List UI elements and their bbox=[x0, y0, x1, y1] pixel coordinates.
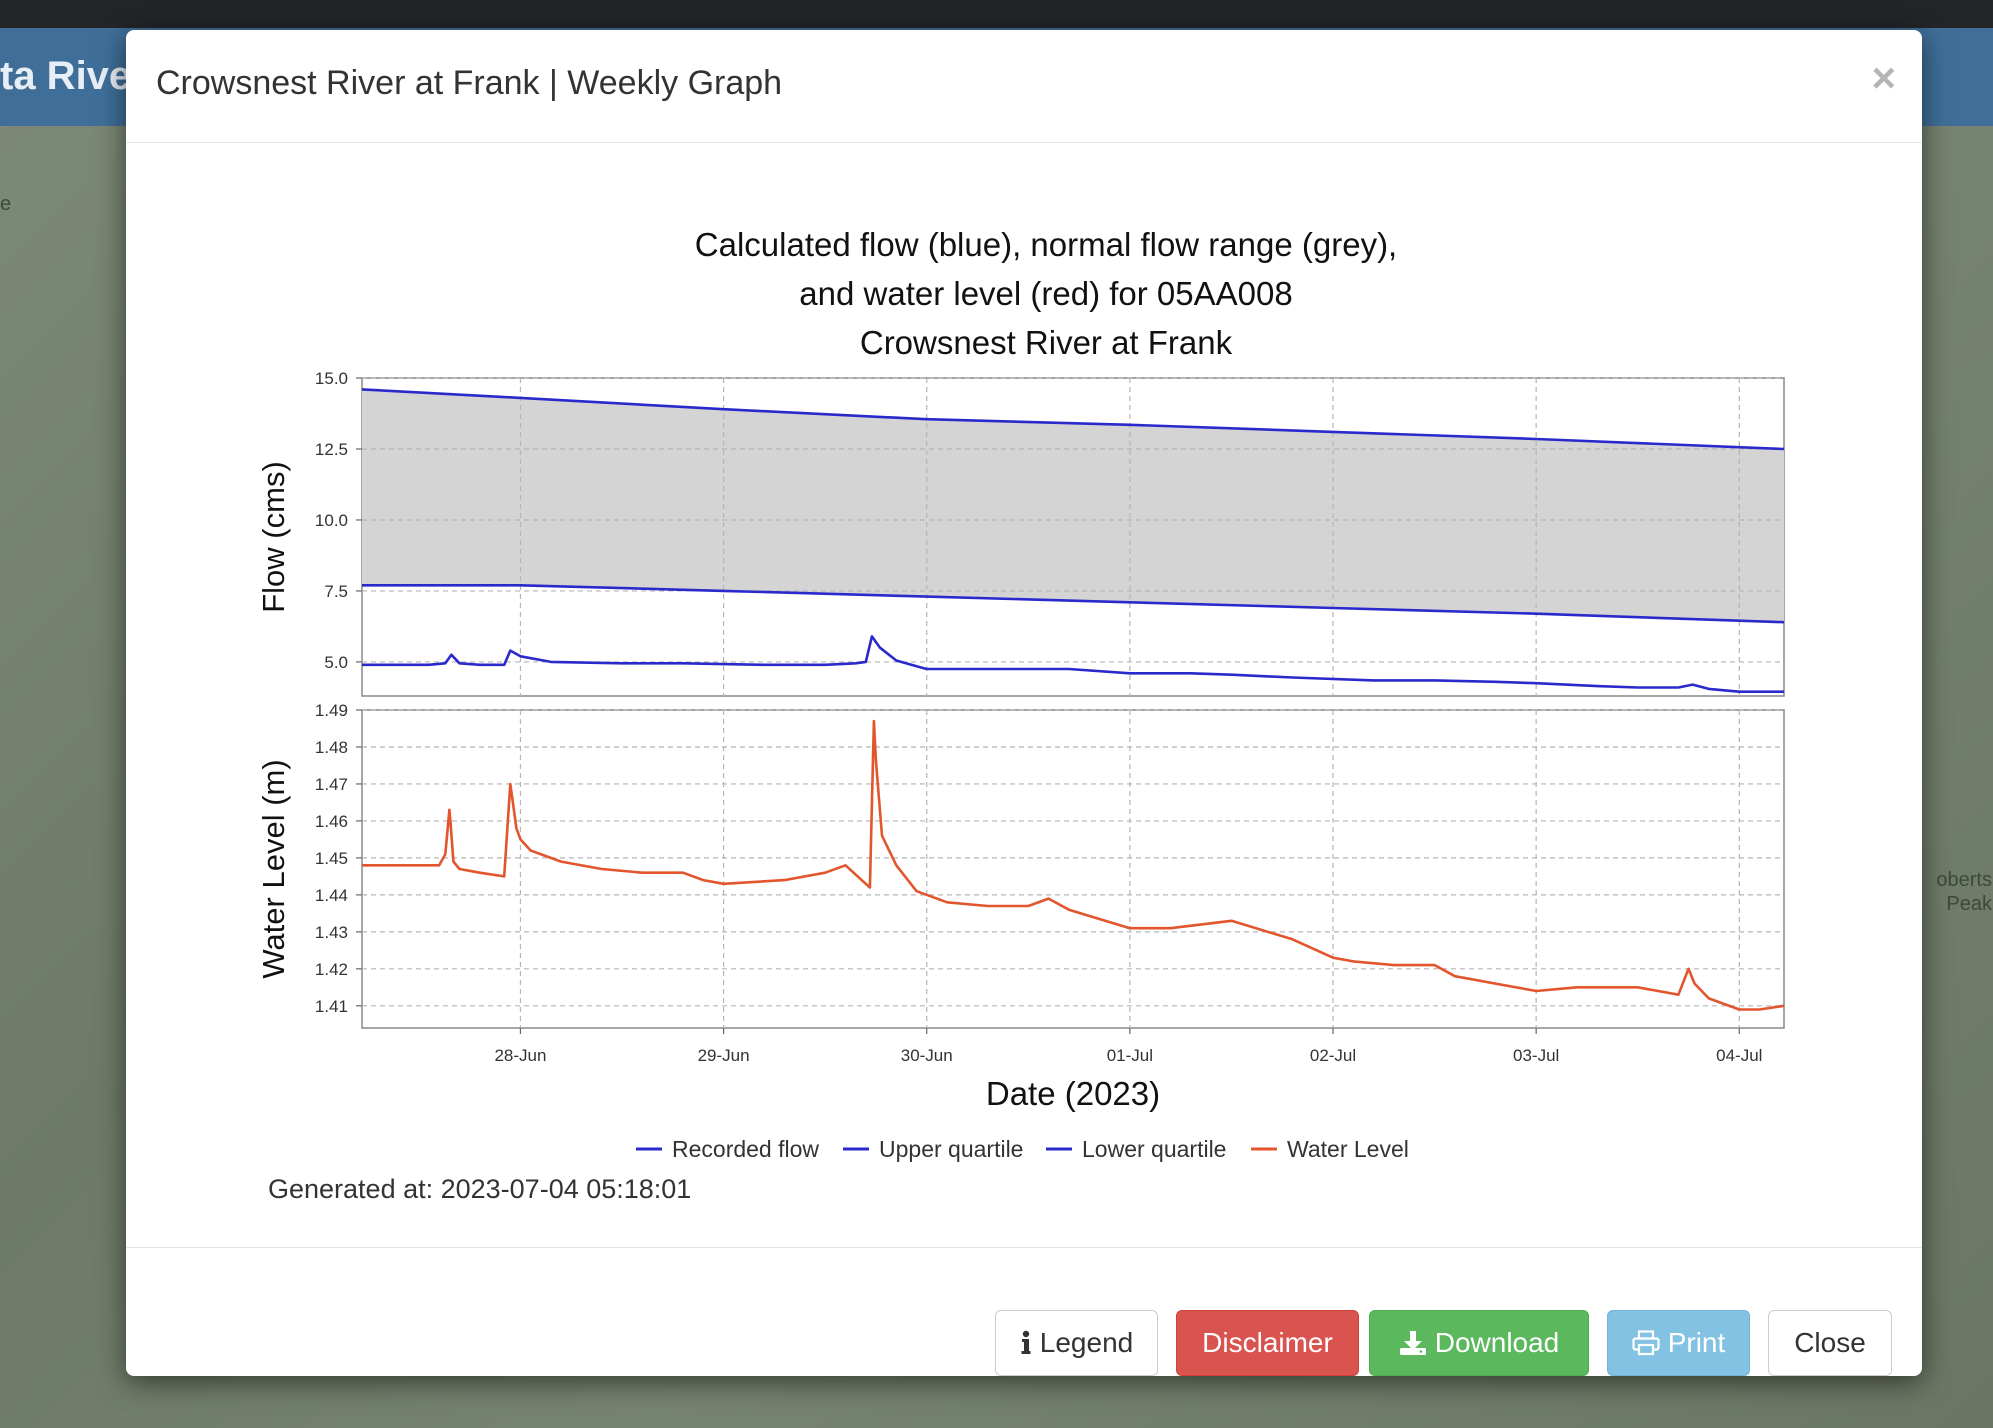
x-tick-label-2: 29-Jun bbox=[698, 1046, 750, 1065]
download-button-label: Download bbox=[1434, 1327, 1560, 1358]
background-header-text: ta Rive bbox=[0, 54, 132, 98]
plot-area-2 bbox=[361, 709, 1785, 1029]
legend-label-3: Lower quartile bbox=[1082, 1136, 1226, 1162]
print-button-label: Print bbox=[1667, 1327, 1726, 1358]
map-label-line-2: Peak bbox=[1946, 893, 1992, 915]
legend-button[interactable]: Legend bbox=[995, 1310, 1158, 1376]
info-icon bbox=[1021, 1330, 1031, 1354]
x-tick-label-1: 28-Jun bbox=[494, 1046, 546, 1065]
background-map-label-right: oberts Peak bbox=[1922, 868, 1992, 916]
series-line-water-level bbox=[362, 719, 1785, 1011]
x-tick-label-5: 02-Jul bbox=[1310, 1046, 1356, 1065]
weekly-graph-modal: Crowsnest River at Frank | Weekly Graph … bbox=[126, 30, 1922, 1376]
map-label-line-1: oberts bbox=[1936, 869, 1992, 891]
y-tick-label-2-3: 1.43 bbox=[315, 923, 348, 942]
y-tick-label-1-5: 15.0 bbox=[315, 369, 348, 388]
x-tick-label-4: 01-Jul bbox=[1107, 1046, 1153, 1065]
generated-at-label: Generated at: 2023-07-04 05:18:01 bbox=[268, 1174, 692, 1204]
legend-label-1: Recorded flow bbox=[672, 1136, 819, 1162]
series-line-lower-quartile bbox=[362, 584, 1785, 624]
modal-header: Crowsnest River at Frank | Weekly Graph … bbox=[126, 30, 1922, 143]
weekly-graph-chart: Calculated flow (blue), normal flow rang… bbox=[256, 226, 1785, 1162]
y-tick-label-2-6: 1.46 bbox=[315, 812, 348, 831]
print-icon bbox=[1632, 1330, 1660, 1356]
download-button[interactable]: Download bbox=[1369, 1310, 1589, 1376]
x-tick-label-6: 03-Jul bbox=[1513, 1046, 1559, 1065]
background-map-label-left: e bbox=[0, 193, 12, 215]
browser-top-bar bbox=[0, 0, 1993, 28]
y-tick-label-1-2: 7.5 bbox=[324, 582, 348, 601]
series-line-recorded-flow bbox=[362, 635, 1784, 693]
y-tick-label-2-9: 1.49 bbox=[315, 701, 348, 720]
y-tick-label-1-3: 10.0 bbox=[315, 511, 348, 530]
legend-button-label: Legend bbox=[1039, 1327, 1134, 1358]
chart-title-line-1: Calculated flow (blue), normal flow rang… bbox=[695, 226, 1397, 263]
x-tick-label-3: 30-Jun bbox=[901, 1046, 953, 1065]
close-button[interactable]: Close bbox=[1768, 1310, 1892, 1376]
y-tick-label-2-2: 1.42 bbox=[315, 960, 348, 979]
y-axis-label-1: Flow (cms) bbox=[256, 461, 291, 613]
y-tick-label-2-7: 1.47 bbox=[315, 775, 348, 794]
y-tick-label-1-4: 12.5 bbox=[315, 440, 348, 459]
legend-label-2: Upper quartile bbox=[879, 1136, 1023, 1162]
modal-footer: Legend Disclaimer Download Print Close bbox=[126, 1247, 1922, 1376]
chart-title-line-3: Crowsnest River at Frank bbox=[860, 324, 1233, 361]
close-icon[interactable]: × bbox=[1871, 54, 1896, 101]
close-button-label: Close bbox=[1794, 1327, 1866, 1358]
disclaimer-button[interactable]: Disclaimer bbox=[1176, 1310, 1359, 1376]
y-tick-label-2-4: 1.44 bbox=[315, 886, 348, 905]
y-tick-label-1-1: 5.0 bbox=[324, 653, 348, 672]
x-axis-label: Date (2023) bbox=[986, 1075, 1160, 1112]
x-tick-label-7: 04-Jul bbox=[1716, 1046, 1762, 1065]
normal-flow-range-area bbox=[362, 389, 1784, 623]
legend-label-4: Water Level bbox=[1287, 1136, 1409, 1162]
disclaimer-button-label: Disclaimer bbox=[1202, 1327, 1333, 1358]
print-button[interactable]: Print bbox=[1607, 1310, 1750, 1376]
modal-title: Crowsnest River at Frank | Weekly Graph bbox=[156, 64, 783, 102]
y-tick-label-2-1: 1.41 bbox=[315, 997, 348, 1016]
chart-title-line-2: and water level (red) for 05AA008 bbox=[799, 275, 1292, 312]
y-tick-label-2-5: 1.45 bbox=[315, 849, 348, 868]
y-tick-label-2-8: 1.48 bbox=[315, 738, 348, 757]
series-line-upper-quartile bbox=[361, 388, 1785, 451]
download-icon bbox=[1399, 1331, 1426, 1355]
y-axis-label-2: Water Level (m) bbox=[256, 759, 291, 978]
